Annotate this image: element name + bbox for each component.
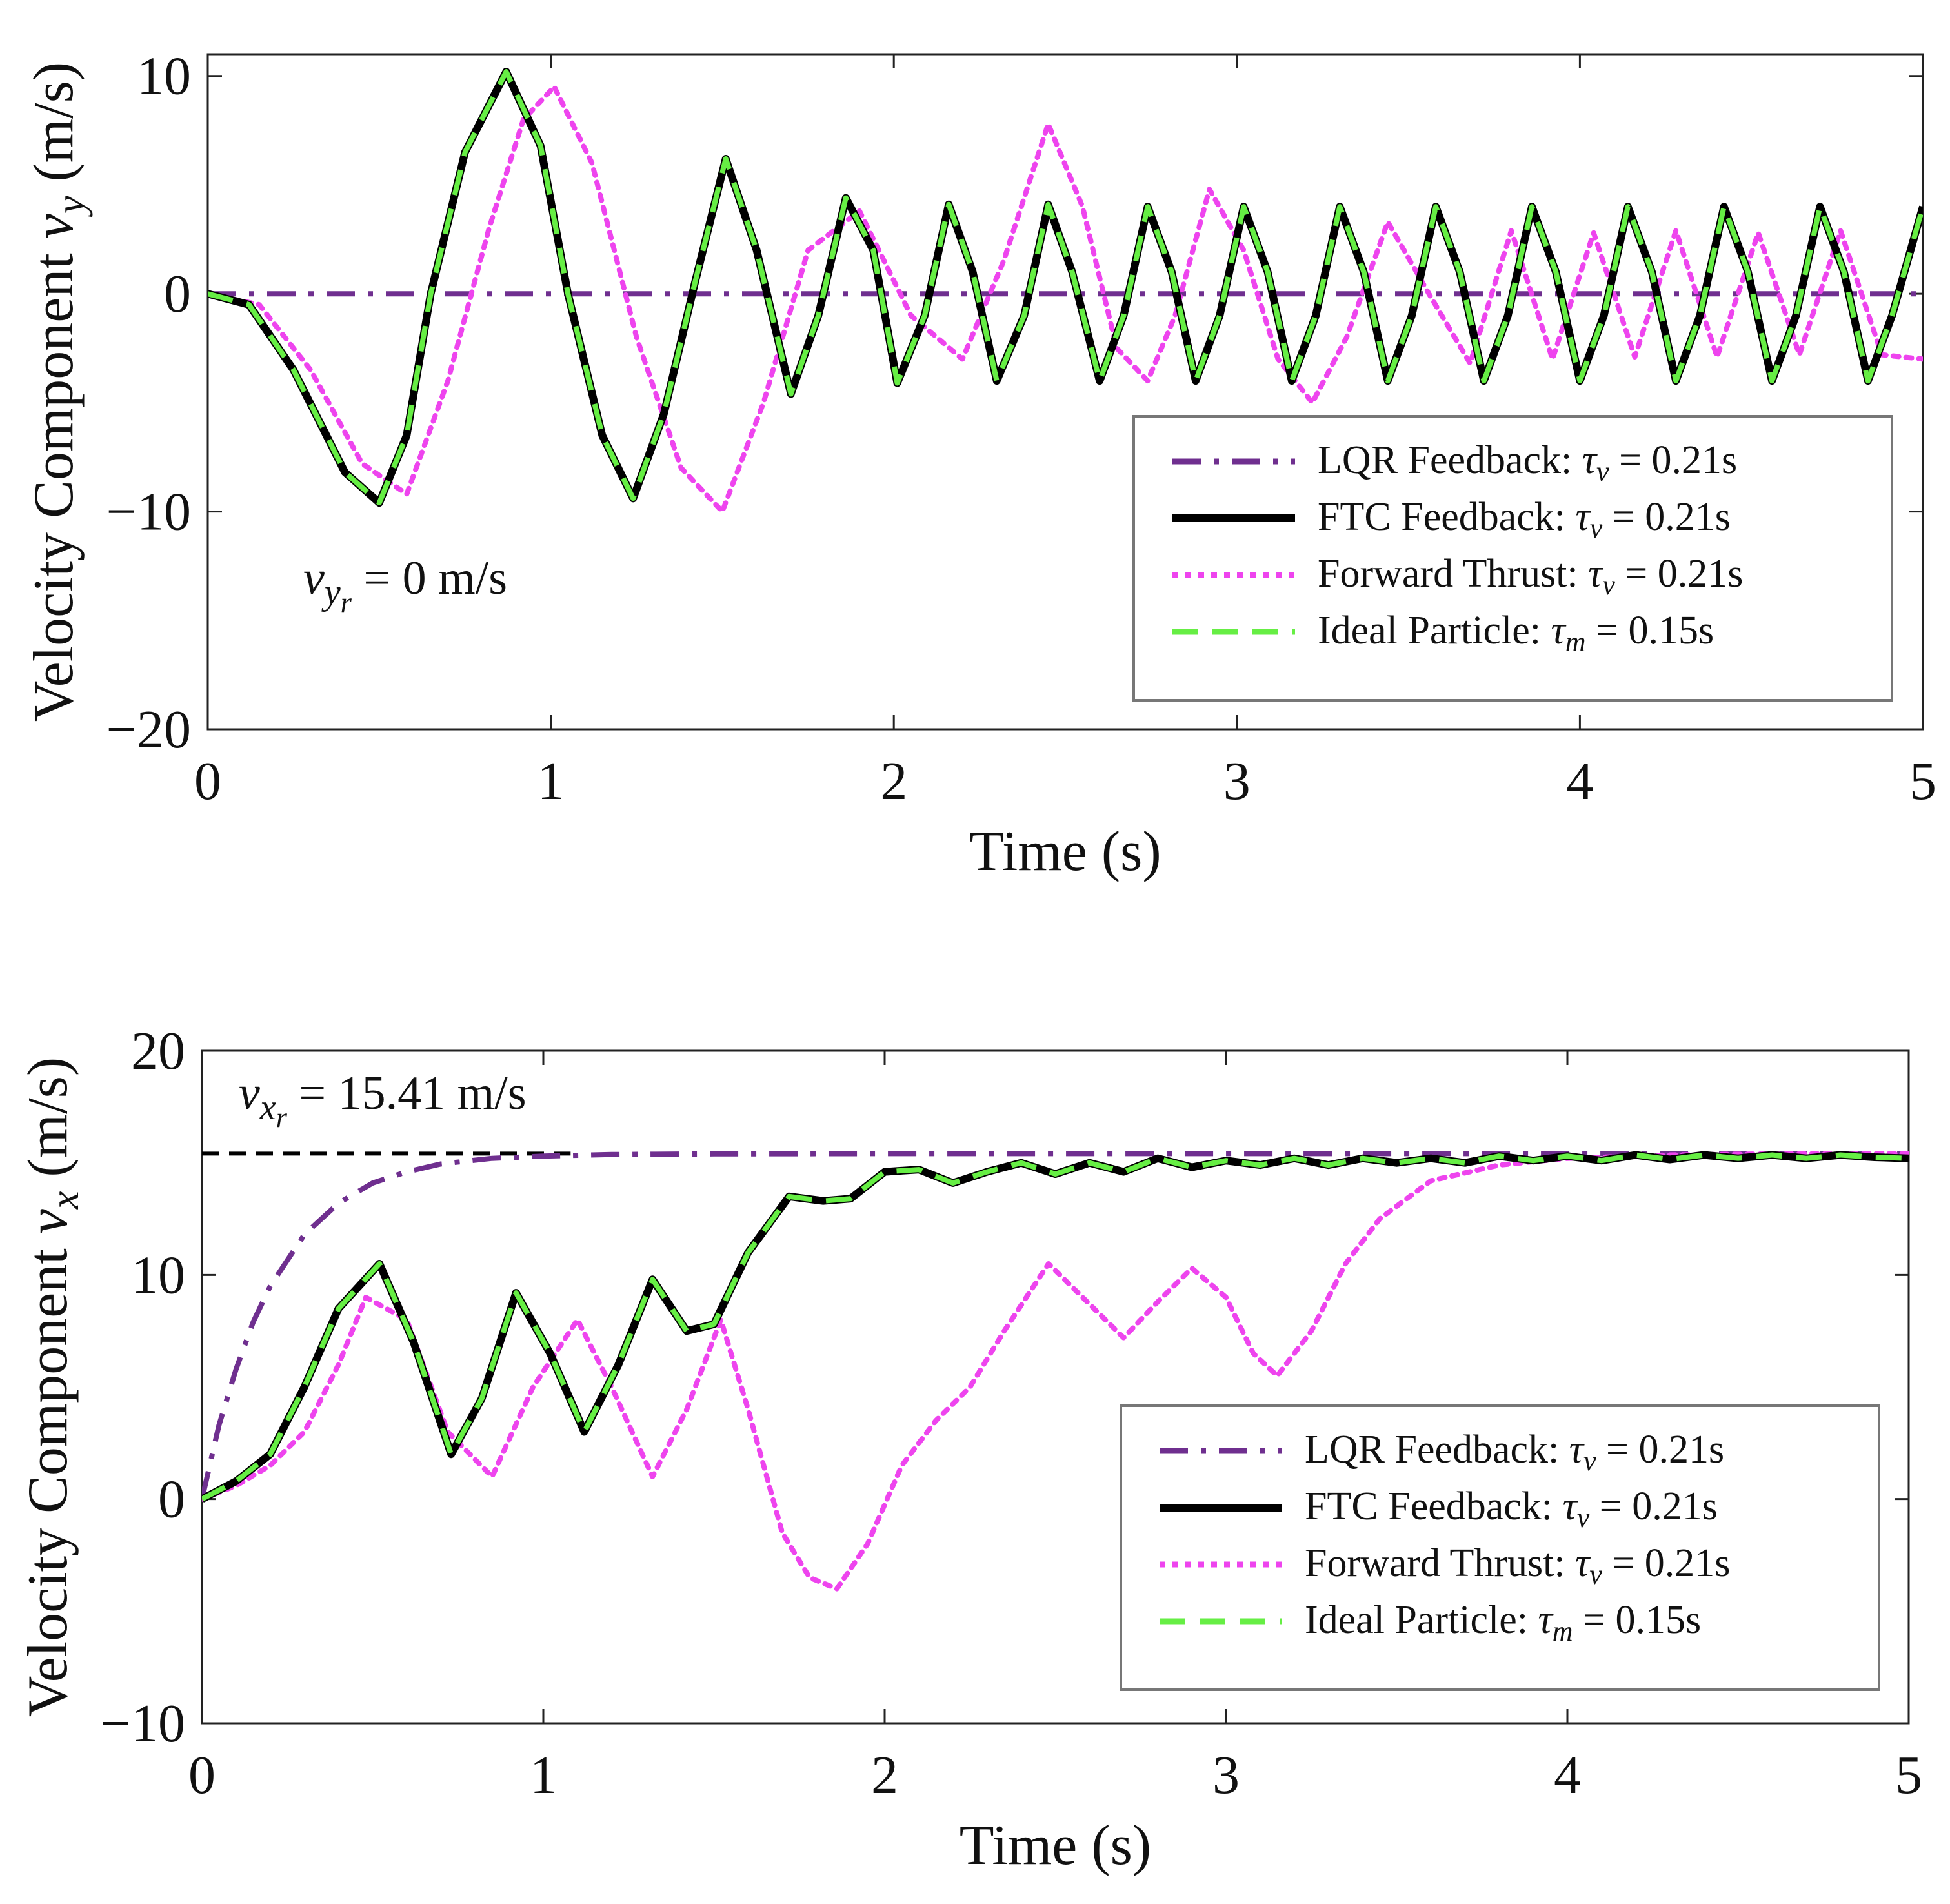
vx-xtick-label: 0 <box>188 1745 216 1805</box>
vy-xtick-label: 5 <box>1909 751 1936 811</box>
vy-ytick-label: 0 <box>164 264 191 324</box>
vx-ytick-label: 10 <box>131 1245 185 1305</box>
vy-series-ideal <box>208 69 1923 506</box>
vx-ytick-label: −10 <box>101 1694 185 1754</box>
vx-xtick-label: 1 <box>530 1745 557 1805</box>
vx-xtick-label: 2 <box>871 1745 898 1805</box>
vx-xtick-label: 5 <box>1895 1745 1922 1805</box>
vy-ytick-label: −20 <box>106 700 191 760</box>
vy-xtick-label: 4 <box>1566 751 1593 811</box>
vx-series-ideal <box>202 1152 1909 1502</box>
vx-annotation: vxr = 15.41 m/s <box>239 1067 527 1133</box>
vy-plot-area <box>208 68 1923 514</box>
vy-axes-box <box>206 53 1924 731</box>
vy-xtick-label: 3 <box>1223 751 1251 811</box>
vx-xlabel: Time (s) <box>960 1814 1151 1877</box>
vx-axes-box <box>201 1049 1910 1725</box>
vy-legend-label-ideal: Ideal Particle: τm = 0.15s <box>1318 609 1714 658</box>
vx-xtick-label: 4 <box>1554 1745 1581 1805</box>
vy-legend: LQR Feedback: τv = 0.21s FTC Feedback: τv… <box>1132 415 1893 702</box>
vx-ytick-label: 0 <box>158 1470 185 1530</box>
vx-legend: LQR Feedback: τv = 0.21s FTC Feedback: τv… <box>1120 1404 1880 1691</box>
vy-series-fwd <box>208 84 1923 514</box>
vx-legend-label-lqr: LQR Feedback: τv = 0.21s <box>1305 1428 1724 1477</box>
vy-xtick-label: 2 <box>880 751 907 811</box>
vy-legend-label-ftc: FTC Feedback: τv = 0.21s <box>1318 495 1731 544</box>
vx-legend-label-ftc: FTC Feedback: τv = 0.21s <box>1305 1484 1718 1534</box>
vy-legend-label-lqr: LQR Feedback: τv = 0.21s <box>1318 438 1737 487</box>
vy-ylabel: Velocity Component vy (m/s) <box>23 62 93 722</box>
vy-xtick-label: 1 <box>538 751 565 811</box>
vy-legend-label-fwd: Forward Thrust: τv = 0.21s <box>1318 552 1743 601</box>
vx-ylabel: Velocity Component vx (m/s) <box>17 1057 87 1717</box>
vy-xtick-label: 0 <box>194 751 221 811</box>
vx-series-lqr <box>202 1151 1909 1500</box>
vx-ytick-label: 20 <box>131 1021 185 1081</box>
vy-xlabel: Time (s) <box>969 820 1161 883</box>
vx-xtick-label: 3 <box>1212 1745 1240 1805</box>
vy-annotation: vyr = 0 m/s <box>303 552 507 618</box>
vy-ytick-label: 10 <box>137 46 191 106</box>
vx-plot-area <box>202 1151 1909 1592</box>
vx-legend-label-ideal: Ideal Particle: τm = 0.15s <box>1305 1598 1701 1647</box>
vx-legend-label-fwd: Forward Thrust: τv = 0.21s <box>1305 1541 1730 1590</box>
vy-ytick-label: −10 <box>106 482 191 542</box>
vy-chart: 0 1 2 3 4 5 −20 −10 0 10 Time (s) Velocity Componen… <box>23 46 1936 883</box>
